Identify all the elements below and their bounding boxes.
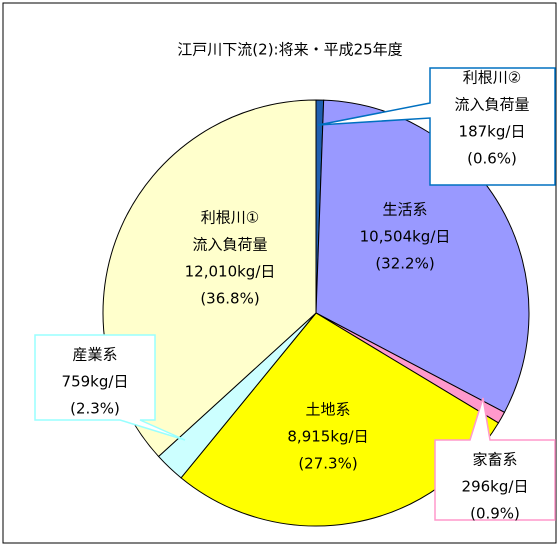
slice-name: 流入負荷量 [192, 236, 267, 254]
slice-name: 生活系 [382, 201, 427, 219]
value-label: 8,915kg/日 [287, 428, 368, 446]
value-label: 759kg/日 [62, 373, 129, 391]
callout-box [434, 397, 556, 521]
slice-name: 流入負荷量 [454, 96, 529, 114]
slice-name: 家畜系 [472, 451, 517, 469]
share-label: (27.3%) [298, 455, 357, 473]
value-label: 10,504kg/日 [360, 228, 451, 246]
share-label: (32.2%) [375, 255, 434, 273]
chart-title: 江戸川下流(2):将来・平成25年度 [177, 41, 402, 59]
share-label: (0.9%) [470, 505, 520, 523]
share-label: (2.3%) [70, 400, 120, 418]
share-label: (36.8%) [200, 290, 259, 308]
slice-name: 利根川② [463, 69, 521, 87]
value-label: 12,010kg/日 [185, 263, 276, 281]
share-label: (0.6%) [467, 150, 517, 168]
callout-box [34, 334, 186, 441]
slice-name: 利根川① [201, 209, 259, 227]
slice-name: 土地系 [305, 401, 350, 419]
value-label: 296kg/日 [462, 478, 529, 496]
value-label: 187kg/日 [459, 123, 526, 141]
callout-box [317, 67, 556, 186]
slice-name: 産業系 [72, 346, 117, 364]
